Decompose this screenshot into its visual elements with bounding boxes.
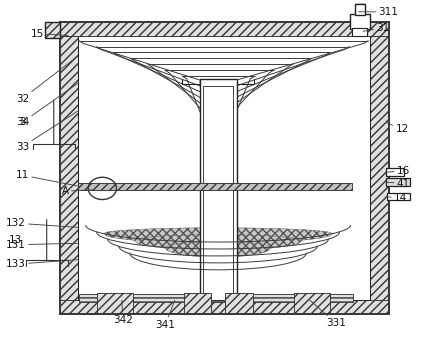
Bar [199,79,237,300]
Text: 41: 41 [387,179,410,188]
Text: 11: 11 [16,170,78,186]
Bar [358,22,388,36]
Bar [78,183,353,190]
Bar [45,22,60,38]
Text: 311: 311 [358,7,398,17]
Text: 31: 31 [363,23,389,33]
Bar [386,168,404,176]
Text: 13: 13 [9,235,22,245]
Polygon shape [165,242,271,257]
Text: 131: 131 [6,240,78,250]
Text: 133: 133 [6,259,78,269]
Text: 342: 342 [113,300,133,325]
Polygon shape [103,228,333,243]
Bar [60,22,355,36]
Bar [353,28,367,36]
Bar [387,193,410,200]
Bar [370,36,388,313]
Text: A: A [62,186,94,196]
Bar [386,178,410,186]
Bar [184,293,211,313]
Bar [355,4,365,15]
Bar [79,294,353,302]
Bar [60,300,388,313]
Text: 341: 341 [155,300,175,330]
Bar [60,22,388,313]
Bar [350,14,370,29]
Text: 33: 33 [16,111,78,152]
Polygon shape [134,235,302,250]
Text: 331: 331 [310,300,346,328]
Text: 32: 32 [16,56,78,104]
Bar [97,293,133,313]
Bar [225,293,253,313]
Bar [45,22,60,38]
Text: 16: 16 [387,166,410,176]
Bar [203,86,233,300]
Text: 132: 132 [6,218,78,228]
Text: 12: 12 [386,122,409,134]
Text: 34: 34 [16,83,78,127]
Text: 14: 14 [387,193,407,203]
Bar [294,293,330,313]
Text: 15: 15 [30,29,68,39]
Text: 3: 3 [20,117,26,127]
Bar [60,36,78,313]
